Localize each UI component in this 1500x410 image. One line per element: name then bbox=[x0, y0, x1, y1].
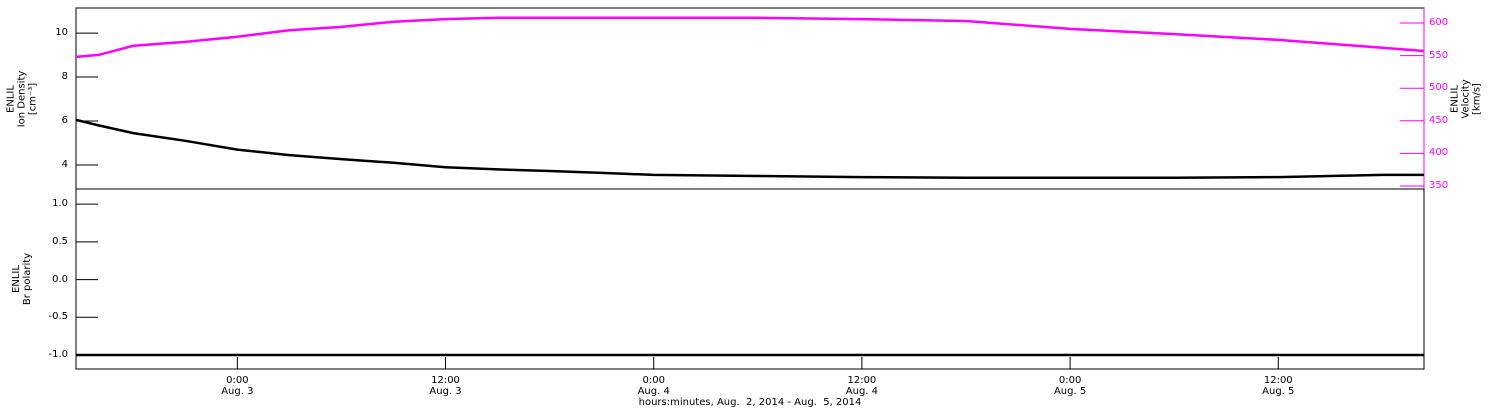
y-tick-label: 10 bbox=[55, 27, 68, 39]
x-tick-label: 0:00 Aug. 3 bbox=[221, 375, 254, 397]
series-line bbox=[75, 16, 1425, 59]
x-tick-label: 12:00 Aug. 5 bbox=[1262, 375, 1295, 397]
x-tick-label: 0:00 Aug. 5 bbox=[1053, 375, 1087, 397]
y2-tick-label: 400 bbox=[1429, 147, 1449, 159]
y2-axis-label: ENLIL Velocity [km/s] bbox=[1449, 78, 1483, 119]
y2-tick-label: 500 bbox=[1429, 82, 1449, 94]
y-axis-label: ENLIL Ion Density [cm⁻³] bbox=[5, 70, 39, 127]
y2-tick-label: 550 bbox=[1429, 49, 1449, 61]
x-tick-label: 12:00 Aug. 3 bbox=[429, 375, 462, 397]
y2-tick-label: 450 bbox=[1429, 114, 1449, 126]
y-tick-label: 0.5 bbox=[52, 235, 68, 247]
x-tick-label: 0:00 Aug. 4 bbox=[637, 375, 670, 397]
y-tick-label: -0.5 bbox=[48, 311, 68, 323]
x-tick-label: 12:00 Aug. 4 bbox=[845, 375, 879, 397]
series-line bbox=[75, 118, 1424, 180]
y2-tick-label: 350 bbox=[1429, 180, 1449, 191]
y-tick-label: -1.0 bbox=[48, 349, 68, 361]
panel-frame bbox=[75, 188, 1425, 370]
y-tick-label: 0.0 bbox=[52, 273, 68, 285]
y-axis-label: ENLIL Br polarity bbox=[11, 252, 33, 306]
y-tick-label: 6 bbox=[61, 115, 68, 127]
y-tick-label: 4 bbox=[61, 159, 68, 171]
y-tick-label: 8 bbox=[61, 71, 68, 83]
y-tick-label: 1.0 bbox=[52, 198, 68, 210]
x-axis-label: hours:minutes, Aug. 2, 2014 - Aug. 5, 20… bbox=[638, 397, 862, 408]
y2-tick-label: 600 bbox=[1429, 16, 1449, 28]
panel-frame bbox=[75, 7, 1425, 190]
